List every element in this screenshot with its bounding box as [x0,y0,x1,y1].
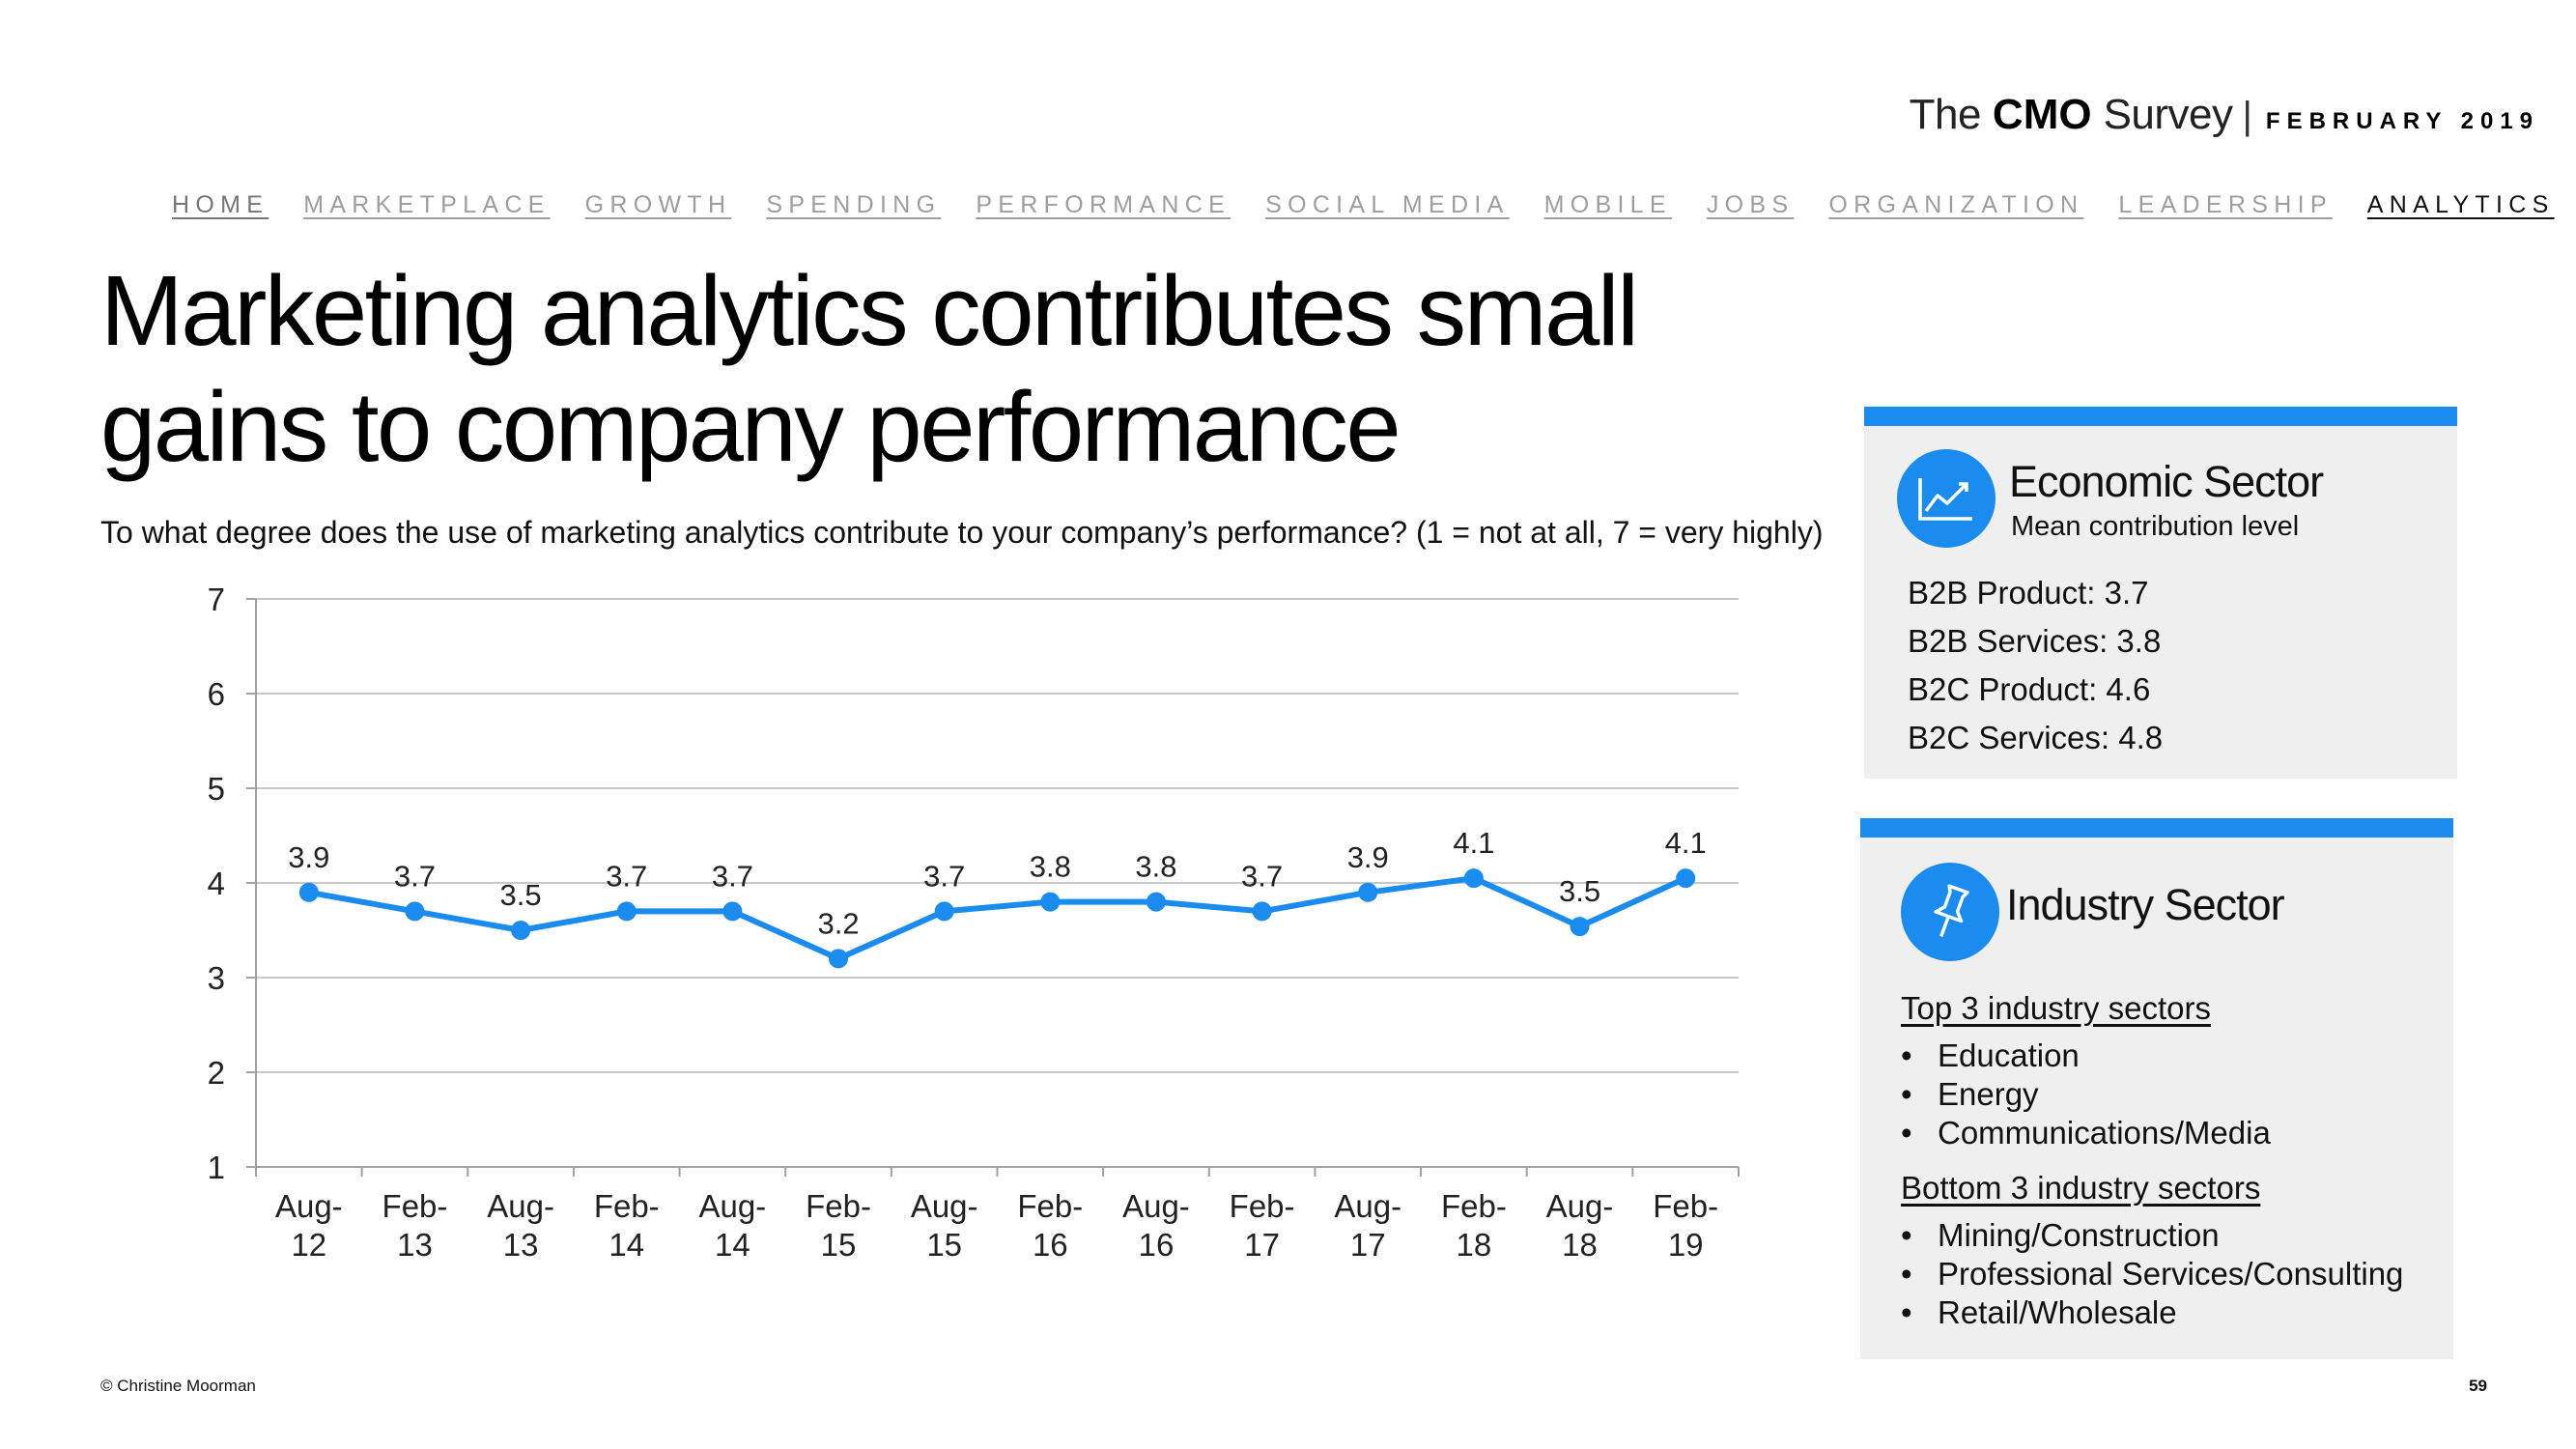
x-tick-label: Aug-15 [911,1188,978,1263]
data-label: 4.1 [1453,826,1494,860]
page-number: 59 [2469,1377,2487,1395]
x-tick-label: Feb-19 [1653,1188,1718,1263]
x-tick-label: Feb-18 [1441,1188,1507,1263]
brand-survey: Survey [2103,91,2233,138]
data-label: 3.7 [923,859,965,893]
nav-growth[interactable]: GROWTH [584,191,732,218]
series-line [308,875,1687,962]
nav-leadership[interactable]: LEADERSHIP [2118,191,2333,218]
data-label: 3.5 [1559,874,1600,908]
list-item: B2B Product: 3.7 [1908,575,2149,611]
y-tick-label: 2 [208,1055,225,1091]
x-tick-label: Aug-16 [1122,1188,1190,1263]
economic-sector-list: B2B Product: 3.7 B2B Services: 3.8 B2C P… [1908,569,2163,762]
panel-accent-bar [1864,407,2457,426]
report-date: FEBRUARY 2019 [2265,108,2539,134]
data-label: 3.5 [500,878,542,912]
data-point [1040,892,1061,912]
data-label: 4.1 [1665,826,1707,860]
x-tick-label: Aug-18 [1546,1188,1614,1263]
x-tick-label: Feb-14 [594,1188,660,1263]
data-point [1676,868,1696,889]
data-point [511,921,531,940]
y-tick-label: 1 [208,1150,225,1185]
bottom-sectors-list: • Mining/Construction • Professional Servi… [1901,1216,2403,1332]
chart-question: To what degree does the use of marketing… [100,515,1824,550]
nav-spending[interactable]: SPENDING [766,191,942,218]
economic-sector-subtitle: Mean contribution level [2011,511,2300,542]
y-tick-label: 6 [208,676,225,712]
nav-mobile[interactable]: MOBILE [1543,191,1672,218]
y-tick-label: 3 [208,960,225,996]
industry-sector-title: Industry Sector [2006,880,2285,929]
pushpin-icon [1901,863,1999,961]
data-label: 3.2 [817,906,859,940]
top-sectors-heading: Top 3 industry sectors [1901,990,2211,1026]
data-point [1358,882,1378,902]
data-point [298,882,319,902]
industry-sector-panel: Industry Sector Top 3 industry sectors •… [1860,818,2453,1359]
data-label: 3.7 [394,859,436,893]
x-tick-label: Feb-16 [1017,1188,1083,1263]
nav-home[interactable]: HOME [172,191,269,218]
list-item: B2C Services: 4.8 [1908,720,2164,755]
list-item: B2C Product: 4.6 [1908,671,2151,707]
x-tick-label: Aug-12 [275,1188,343,1263]
nav-marketplace[interactable]: MARKETPLACE [303,191,551,218]
data-point [1252,901,1272,922]
nav-social-media[interactable]: SOCIAL MEDIA [1265,191,1510,218]
data-label: 3.7 [1241,859,1283,893]
nav-organization[interactable]: ORGANIZATION [1828,191,2084,218]
list-item: • Retail/Wholesale [1901,1294,2177,1330]
top-sectors-list: • Education • Energy • Communications/Media [1901,1037,2271,1152]
data-label: 3.7 [712,859,753,893]
y-tick-label: 7 [208,582,225,617]
data-point [934,901,954,922]
bottom-sectors-heading: Bottom 3 industry sectors [1901,1170,2261,1206]
top-nav: HOME MARKETPLACE GROWTH SPENDING PERFORM… [172,191,2555,219]
page-title: Marketing analytics contributes small ga… [100,255,1639,482]
x-tick-label: Aug-13 [487,1188,554,1263]
data-point [1146,892,1166,912]
panel-accent-bar [1860,818,2453,838]
list-item: B2B Services: 3.8 [1908,623,2162,659]
brand-cmo: CMO [1992,91,2092,138]
economic-sector-panel: Economic Sector Mean contribution level … [1864,407,2457,779]
data-label: 3.8 [1135,850,1176,884]
x-tick-label: Feb-17 [1230,1188,1295,1263]
data-point [616,901,637,922]
data-point [722,901,743,922]
data-label: 3.8 [1030,850,1071,884]
data-label: 3.9 [1347,840,1389,874]
data-point [1570,917,1590,937]
list-item: • Communications/Media [1901,1115,2271,1151]
data-point [829,949,849,969]
y-tick-label: 5 [208,771,225,807]
brand-separator: | [2242,95,2252,137]
data-point [405,901,425,922]
list-item: • Education [1901,1037,2080,1073]
economic-sector-title: Economic Sector [2009,457,2324,506]
data-label: 3.7 [606,859,647,893]
brand-logo: The CMO Survey | FEBRUARY 2019 [1910,91,2539,139]
nav-performance[interactable]: PERFORMANCE [976,191,1231,218]
data-point [1463,868,1484,889]
x-tick-label: Aug-17 [1334,1188,1401,1263]
x-tick-label: Feb-15 [806,1188,871,1263]
list-item: • Professional Services/Consulting [1901,1256,2404,1292]
line-chart-icon [1897,449,1996,548]
line-chart: 1 2 3 4 5 6 7 Aug-12 Feb-13 Aug-13 Feb-14 Aug-14 Feb… [208,582,1740,1263]
brand-the: The [1909,91,1982,138]
copyright: © Christine Moorman [100,1377,256,1395]
list-item: • Energy [1901,1076,2039,1112]
x-tick-label: Aug-14 [699,1188,767,1263]
y-tick-label: 4 [208,866,225,901]
nav-jobs[interactable]: JOBS [1706,191,1795,218]
data-label: 3.9 [288,840,329,874]
list-item: • Mining/Construction [1901,1217,2220,1253]
nav-analytics[interactable]: ANALYTICS [2366,191,2555,218]
x-tick-label: Feb-13 [382,1188,448,1263]
